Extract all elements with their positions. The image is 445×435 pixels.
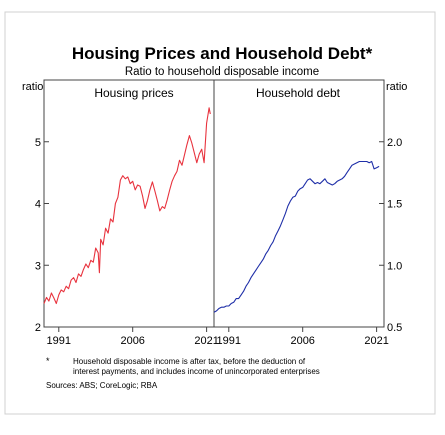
x-tick-label: 2021 xyxy=(364,335,388,347)
panel-title-housing: Housing prices xyxy=(94,86,173,100)
sources-note: Sources: ABS; CoreLogic; RBA xyxy=(46,381,158,390)
footnote-line-1: Household disposable income is after tax… xyxy=(73,357,306,366)
y-tick-label-right: 1.0 xyxy=(387,260,402,272)
x-tick-label: 2006 xyxy=(120,335,144,347)
footnote-marker: * xyxy=(46,356,50,366)
y-tick-label-left: 5 xyxy=(35,137,41,149)
housing-prices-line xyxy=(43,107,211,305)
x-tick-label: 1991 xyxy=(47,335,71,347)
right-axis-unit: ratio xyxy=(386,81,407,93)
y-tick-label-right: 2.0 xyxy=(387,137,402,149)
panel-title-debt: Household debt xyxy=(256,86,341,100)
chart-subtitle: Ratio to household disposable income xyxy=(125,66,319,78)
x-tick-label: 2006 xyxy=(290,335,314,347)
left-axis-unit: ratio xyxy=(22,81,43,93)
y-tick-label-right: 1.5 xyxy=(387,199,402,211)
household-debt-line xyxy=(213,160,380,313)
y-tick-label-right: 0.5 xyxy=(387,322,402,334)
figure-border xyxy=(4,11,436,415)
y-tick-label-left: 3 xyxy=(35,260,41,272)
x-tick-label: 1991 xyxy=(217,335,241,347)
y-tick-label-left: 4 xyxy=(35,199,41,211)
chart-title: Housing Prices and Household Debt* xyxy=(72,44,373,63)
footnote-line-2: interest payments, and includes income o… xyxy=(73,367,320,376)
y-tick-label-left: 2 xyxy=(35,322,41,334)
x-tick-label: 2021 xyxy=(194,335,218,347)
